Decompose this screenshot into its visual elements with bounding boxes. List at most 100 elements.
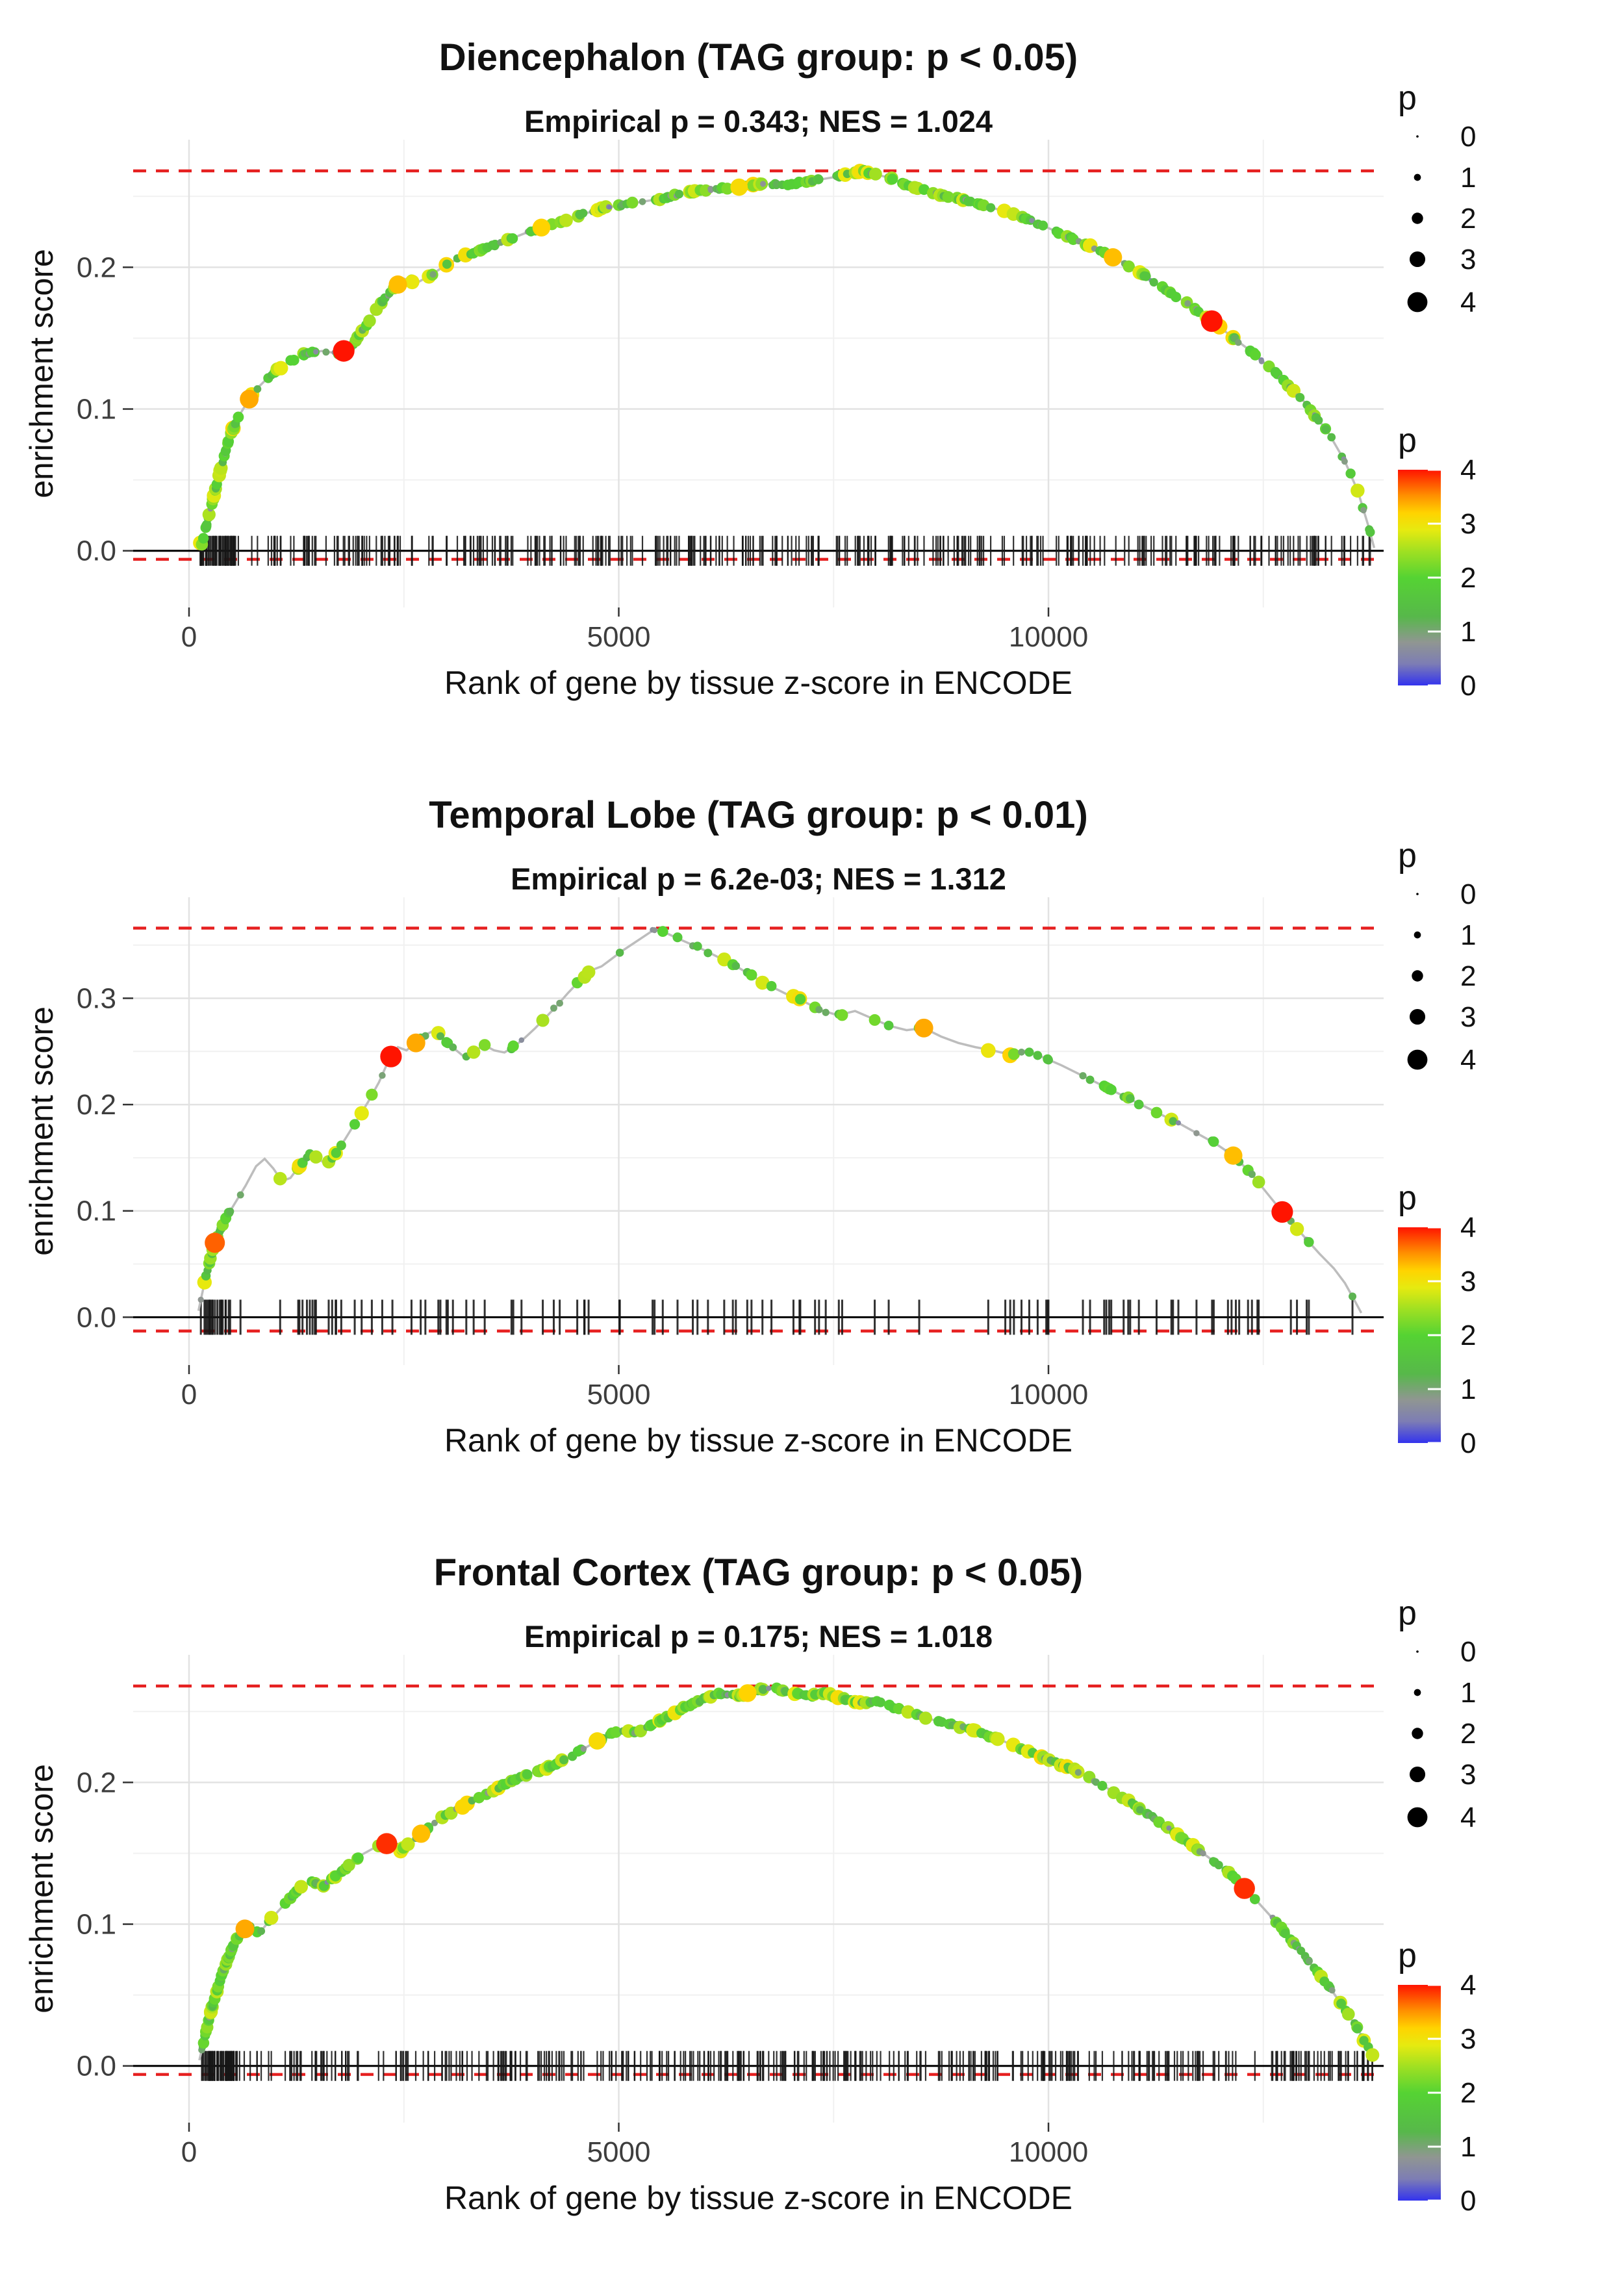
- panel-title: Diencephalon (TAG group: p < 0.05): [438, 36, 1078, 79]
- size-legend-label: 1: [1460, 1677, 1476, 1709]
- panel-title: Temporal Lobe (TAG group: p < 0.01): [429, 793, 1088, 836]
- x-tick-label: 5000: [587, 621, 651, 653]
- highlight-point: [1271, 1201, 1293, 1223]
- size-legend-dot: [1412, 970, 1423, 982]
- color-legend-title: p: [1398, 1937, 1417, 1974]
- y-tick-label: 0.1: [77, 394, 116, 426]
- size-legend-dot: [1409, 1766, 1426, 1783]
- size-legend-dot: [1407, 292, 1428, 313]
- size-legend-label: 3: [1460, 244, 1476, 275]
- highlight-points: [235, 1684, 1255, 1939]
- size-legend-dot: [1412, 212, 1423, 224]
- highlight-points: [205, 1018, 1293, 1253]
- gsea-panel-frontal-cortex: Frontal Cortex (TAG group: p < 0.05) Emp…: [0, 1515, 1624, 2273]
- highlight-point: [380, 1045, 402, 1067]
- axes: 0 5000 10000 0.0 0.1 0.2: [77, 251, 1088, 653]
- size-legend: p 0 1 2 3 4: [1398, 837, 1476, 1076]
- gridlines: [133, 1655, 1384, 2123]
- size-legend-label: 0: [1460, 121, 1476, 153]
- highlight-point: [240, 389, 259, 409]
- gene-points: [197, 1682, 1380, 2062]
- x-tick-label: 0: [181, 621, 197, 653]
- size-legend-label: 3: [1460, 1001, 1476, 1033]
- rug-ticks: [201, 2050, 1373, 2081]
- color-legend-label: 3: [1460, 2023, 1476, 2055]
- highlight-point: [1234, 1878, 1255, 1899]
- size-legend-title: p: [1398, 837, 1417, 875]
- panel-subtitle: Empirical p = 6.2e-03; NES = 1.312: [511, 862, 1006, 896]
- color-legend: p 4 3 2 1 0: [1398, 1937, 1476, 2217]
- enrichment-curve: [197, 928, 1363, 1314]
- enrichment-plot: 0 5000 10000 0.0 0.1 0.2 0.3 p 0 1 2 3 4 p 4 3 2 1 0: [77, 837, 1477, 1459]
- color-legend: p 4 3 2 1 0: [1398, 1179, 1476, 1459]
- size-legend: p 0 1 2 3 4: [1398, 1594, 1476, 1833]
- color-legend-label: 2: [1460, 1320, 1476, 1351]
- size-legend-title: p: [1398, 1594, 1417, 1632]
- highlight-point: [730, 178, 748, 196]
- y-tick-label: 0.0: [77, 2050, 116, 2082]
- color-legend-label: 4: [1460, 1969, 1476, 2001]
- x-tick-label: 10000: [1009, 1379, 1088, 1411]
- highlight-point: [412, 1824, 431, 1843]
- highlight-point: [1104, 248, 1123, 267]
- y-tick-label: 0.2: [77, 251, 116, 283]
- highlight-point: [205, 1233, 225, 1253]
- size-legend-dot: [1416, 1650, 1419, 1653]
- rug-ticks: [199, 1299, 1354, 1335]
- x-tick-label: 0: [181, 2136, 197, 2168]
- gene-points: [193, 163, 1375, 551]
- y-tick-label: 0.0: [77, 1301, 116, 1333]
- size-legend-dot: [1414, 1689, 1421, 1696]
- panel-title: Frontal Cortex (TAG group: p < 0.05): [433, 1551, 1084, 1594]
- color-legend-label: 2: [1460, 562, 1476, 594]
- size-legend-dot: [1412, 1728, 1423, 1739]
- size-legend-label: 4: [1460, 287, 1476, 318]
- x-tick-label: 10000: [1009, 2136, 1088, 2168]
- highlight-point: [914, 1018, 933, 1038]
- size-legend-dot: [1416, 135, 1419, 138]
- panel-subtitle: Empirical p = 0.175; NES = 1.018: [524, 1619, 993, 1654]
- y-tick-label: 0.1: [77, 1909, 116, 1941]
- enrichment-plot: 0 5000 10000 0.0 0.1 0.2 p 0 1 2 3 4 p 4 3 2 1 0: [77, 1594, 1477, 2217]
- size-legend-dot: [1407, 1049, 1428, 1070]
- size-legend-dot: [1414, 173, 1421, 181]
- size-legend-label: 3: [1460, 1759, 1476, 1791]
- highlight-point: [532, 218, 551, 236]
- size-legend-label: 1: [1460, 162, 1476, 194]
- color-legend-label: 1: [1460, 616, 1476, 648]
- x-axis-label: Rank of gene by tissue z-score in ENCODE: [444, 2180, 1073, 2216]
- size-legend-dot: [1409, 1008, 1426, 1025]
- color-legend-label: 3: [1460, 508, 1476, 540]
- highlight-point: [739, 1684, 757, 1702]
- y-tick-label: 0.3: [77, 982, 116, 1014]
- size-legend-dot: [1409, 251, 1426, 268]
- x-axis-label: Rank of gene by tissue z-score in ENCODE: [444, 665, 1073, 701]
- color-legend-label: 4: [1460, 454, 1476, 486]
- size-legend-label: 0: [1460, 1636, 1476, 1668]
- size-legend-label: 2: [1460, 1718, 1476, 1750]
- enrichment-curve: [201, 170, 1376, 548]
- color-legend-label: 0: [1460, 1427, 1476, 1459]
- x-tick-label: 5000: [587, 2136, 651, 2168]
- x-axis-label: Rank of gene by tissue z-score in ENCODE: [444, 1422, 1073, 1459]
- enrichment-plot: 0 5000 10000 0.0 0.1 0.2 p 0 1 2 3 4 p 4 3 2 1 0: [77, 79, 1477, 702]
- axes: 0 5000 10000 0.0 0.1 0.2 0.3: [77, 982, 1088, 1411]
- size-legend-dot: [1416, 893, 1419, 895]
- color-legend-title: p: [1398, 1179, 1417, 1217]
- highlight-point: [406, 1033, 425, 1053]
- size-legend-label: 2: [1460, 960, 1476, 992]
- highlight-point: [589, 1732, 606, 1750]
- color-legend-title: p: [1398, 422, 1417, 459]
- gridlines: [133, 140, 1384, 607]
- highlight-point: [388, 275, 407, 294]
- y-tick-label: 0.0: [77, 535, 116, 567]
- size-legend: p 0 1 2 3 4: [1398, 79, 1476, 318]
- rug-ticks: [199, 535, 1371, 566]
- size-legend-dot: [1407, 1807, 1428, 1828]
- enrichment-curve: [198, 1686, 1377, 2061]
- color-legend-label: 3: [1460, 1266, 1476, 1297]
- panel-subtitle: Empirical p = 0.343; NES = 1.024: [524, 104, 993, 138]
- highlight-point: [333, 340, 355, 362]
- x-tick-label: 5000: [587, 1379, 651, 1411]
